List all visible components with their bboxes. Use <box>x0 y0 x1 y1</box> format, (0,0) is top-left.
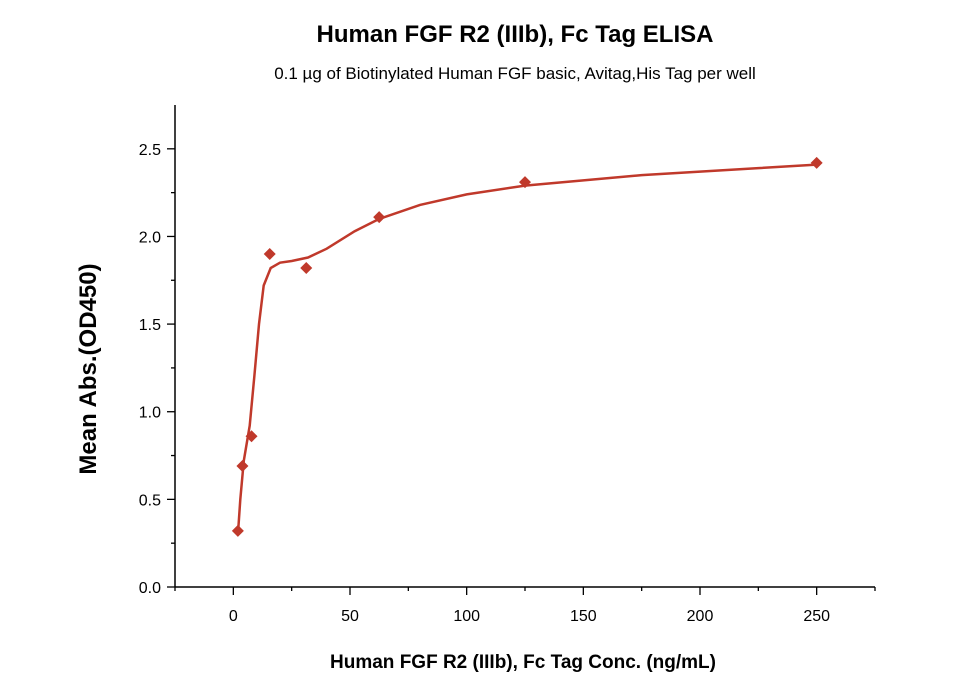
x-axis-title: Human FGF R2 (IIIb), Fc Tag Conc. (ng/mL… <box>330 652 716 673</box>
y-tick-label: 1.0 <box>139 405 161 422</box>
y-axis-title: Mean Abs.(OD450) <box>75 263 102 474</box>
data-points <box>231 156 823 537</box>
data-point <box>231 524 244 537</box>
x-ticks: 0 50 100 150 200 250 <box>174 587 876 625</box>
data-point <box>373 211 386 224</box>
fit-curve <box>236 163 817 535</box>
y-tick-label: 0.0 <box>139 580 161 597</box>
data-point <box>300 262 313 275</box>
y-tick-label: 2.5 <box>139 142 161 159</box>
data-point <box>810 156 823 169</box>
data-point <box>245 430 258 443</box>
chart-title: Human FGF R2 (IIIb), Fc Tag ELISA <box>317 21 714 48</box>
data-point <box>263 247 276 260</box>
x-tick-label: 0 <box>229 608 238 625</box>
x-tick-label: 150 <box>570 608 597 625</box>
data-point <box>236 460 249 473</box>
y-tick-label: 0.5 <box>139 492 161 509</box>
data-point <box>519 176 531 189</box>
chart-subtitle: 0.1 µg of Biotinylated Human FGF basic, … <box>274 64 756 83</box>
x-tick-label: 50 <box>341 608 359 625</box>
x-tick-label: 100 <box>453 608 480 625</box>
x-tick-label: 250 <box>803 608 830 625</box>
y-tick-label: 1.5 <box>139 317 161 334</box>
y-ticks: 0.0 0.5 1.0 1.5 2.0 2.5 <box>139 142 175 597</box>
y-tick-label: 2.0 <box>139 229 161 246</box>
plot-area: 0.0 0.5 1.0 1.5 2.0 2.5 0 50 100 150 200 250 <box>139 105 876 625</box>
x-tick-label: 200 <box>687 608 714 625</box>
